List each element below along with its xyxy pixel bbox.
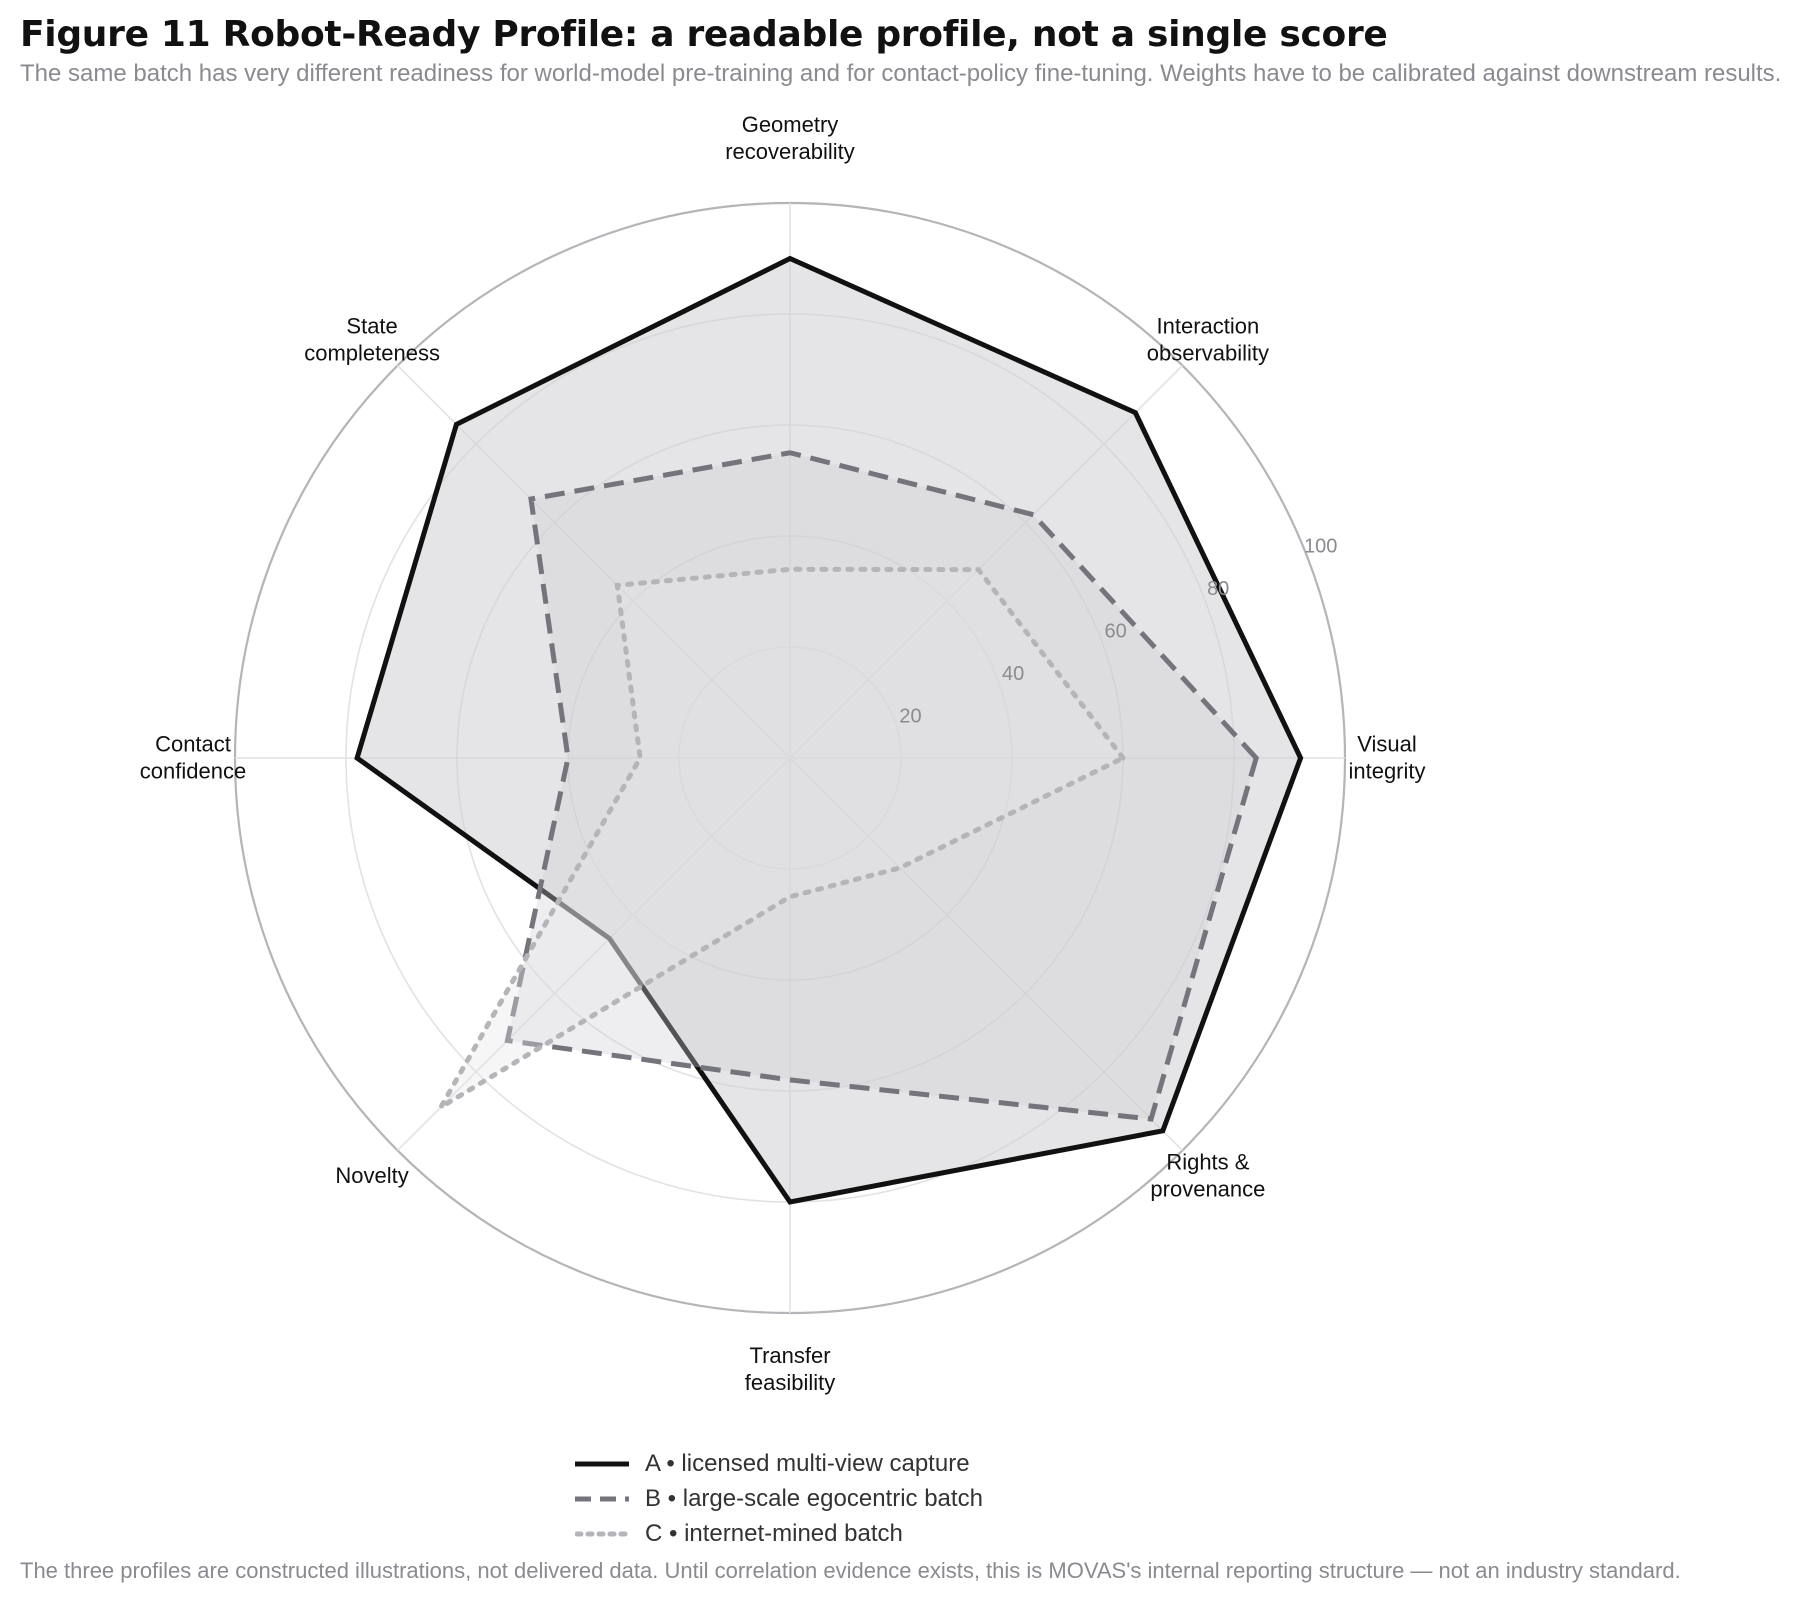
radar-chart: 20 40 60 80 100 Visual integrity Interaction obs… [140, 112, 1426, 1395]
radial-tick-label: 80 [1207, 578, 1229, 600]
radar-labels: 20 40 60 80 100 Visual integrity Interaction obs… [140, 112, 1426, 1395]
figure-subtitle: The same batch has very different readin… [20, 60, 1782, 87]
axis-label: State completeness [304, 314, 440, 366]
chart-legend: A • licensed multi-view capture B • larg… [575, 1446, 983, 1551]
radial-tick-label: 20 [899, 706, 921, 728]
series-polygon-c [433, 566, 1127, 1115]
radial-tick-label: 100 [1304, 536, 1337, 558]
axis-label: Rights & provenance [1150, 1149, 1265, 1201]
axis-label: Interaction observability [1147, 314, 1269, 366]
axis-label: Transfer feasibility [745, 1343, 835, 1395]
legend-item-a: A • licensed multi-view capture [575, 1446, 983, 1481]
axis-label: Novelty [335, 1163, 408, 1188]
radial-tick-label: 40 [1002, 663, 1024, 685]
figure-title: Figure 11 Robot-Ready Profile: a readabl… [20, 14, 1388, 55]
series-polygon-a [354, 255, 1304, 1205]
legend-label: B • large-scale egocentric batch [645, 1484, 983, 1512]
axis-label: Visual integrity [1348, 732, 1425, 784]
legend-swatch-solid [575, 1461, 629, 1466]
legend-swatch-dashed [575, 1496, 629, 1501]
legend-item-c: C • internet-mined batch [575, 1516, 983, 1551]
legend-swatch-dotted [575, 1531, 629, 1536]
axis-label: Geometry recoverability [725, 112, 855, 164]
figure-footnote: The three profiles are constructed illus… [20, 1558, 1681, 1583]
legend-item-b: B • large-scale egocentric batch [575, 1481, 983, 1516]
legend-label: C • internet-mined batch [645, 1519, 903, 1547]
legend-label: A • licensed multi-view capture [645, 1449, 970, 1477]
axis-label: Contact confidence [140, 732, 246, 784]
radial-tick-label: 60 [1105, 621, 1127, 643]
radar-series-layer [354, 255, 1304, 1205]
